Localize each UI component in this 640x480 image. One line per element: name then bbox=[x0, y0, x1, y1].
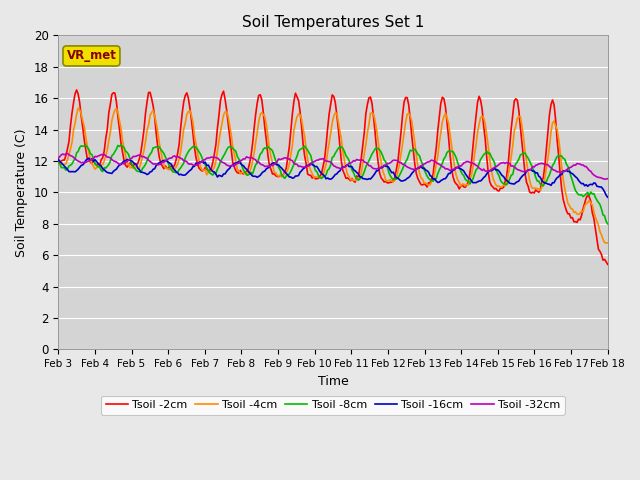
Tsoil -4cm bbox=[604, 240, 611, 246]
Tsoil -32cm bbox=[296, 163, 304, 169]
Tsoil -4cm bbox=[575, 212, 582, 217]
Tsoil -4cm bbox=[296, 112, 304, 118]
Tsoil -32cm bbox=[247, 155, 255, 160]
Line: Tsoil -2cm: Tsoil -2cm bbox=[58, 90, 607, 264]
Tsoil -8cm bbox=[296, 146, 304, 152]
Tsoil -8cm bbox=[54, 159, 62, 165]
Tsoil -16cm bbox=[296, 169, 304, 175]
Tsoil -16cm bbox=[247, 171, 255, 177]
Tsoil -2cm bbox=[575, 216, 582, 222]
Tsoil -16cm bbox=[54, 157, 62, 163]
Tsoil -8cm bbox=[575, 192, 582, 198]
Tsoil -32cm bbox=[54, 155, 62, 161]
Tsoil -32cm bbox=[604, 176, 611, 181]
Tsoil -8cm bbox=[604, 221, 611, 227]
Tsoil -2cm bbox=[73, 87, 81, 93]
Tsoil -16cm bbox=[220, 171, 227, 177]
Tsoil -2cm bbox=[238, 170, 246, 176]
Tsoil -4cm bbox=[74, 105, 82, 111]
Legend: Tsoil -2cm, Tsoil -4cm, Tsoil -8cm, Tsoil -16cm, Tsoil -32cm: Tsoil -2cm, Tsoil -4cm, Tsoil -8cm, Tsoi… bbox=[101, 396, 564, 415]
Tsoil -8cm bbox=[117, 142, 125, 148]
Line: Tsoil -8cm: Tsoil -8cm bbox=[58, 145, 607, 224]
Tsoil -32cm bbox=[220, 160, 227, 166]
Line: Tsoil -4cm: Tsoil -4cm bbox=[58, 108, 607, 243]
Line: Tsoil -32cm: Tsoil -32cm bbox=[58, 154, 607, 179]
Tsoil -2cm bbox=[604, 262, 611, 267]
Tsoil -4cm bbox=[602, 240, 610, 246]
Tsoil -16cm bbox=[238, 162, 246, 168]
Tsoil -16cm bbox=[604, 194, 611, 200]
Tsoil -32cm bbox=[601, 176, 609, 182]
Tsoil -16cm bbox=[124, 156, 131, 162]
Tsoil -16cm bbox=[575, 178, 582, 183]
Y-axis label: Soil Temperature (C): Soil Temperature (C) bbox=[15, 128, 28, 257]
Tsoil -8cm bbox=[124, 150, 131, 156]
Tsoil -4cm bbox=[220, 112, 227, 118]
Tsoil -32cm bbox=[63, 151, 71, 156]
Tsoil -2cm bbox=[247, 152, 255, 158]
Tsoil -4cm bbox=[124, 161, 131, 167]
Tsoil -2cm bbox=[220, 88, 227, 94]
Tsoil -32cm bbox=[575, 161, 582, 167]
Tsoil -32cm bbox=[124, 159, 131, 165]
Tsoil -4cm bbox=[247, 165, 255, 171]
Tsoil -32cm bbox=[238, 157, 246, 163]
Tsoil -8cm bbox=[220, 153, 227, 159]
X-axis label: Time: Time bbox=[317, 374, 348, 387]
Tsoil -4cm bbox=[238, 169, 246, 175]
Tsoil -8cm bbox=[247, 169, 255, 175]
Tsoil -2cm bbox=[124, 164, 131, 170]
Tsoil -4cm bbox=[54, 160, 62, 166]
Tsoil -2cm bbox=[54, 156, 62, 162]
Tsoil -2cm bbox=[296, 108, 304, 114]
Line: Tsoil -16cm: Tsoil -16cm bbox=[58, 158, 607, 197]
Title: Soil Temperatures Set 1: Soil Temperatures Set 1 bbox=[242, 15, 424, 30]
Tsoil -16cm bbox=[85, 156, 93, 161]
Tsoil -8cm bbox=[238, 163, 246, 169]
Text: VR_met: VR_met bbox=[67, 49, 116, 62]
